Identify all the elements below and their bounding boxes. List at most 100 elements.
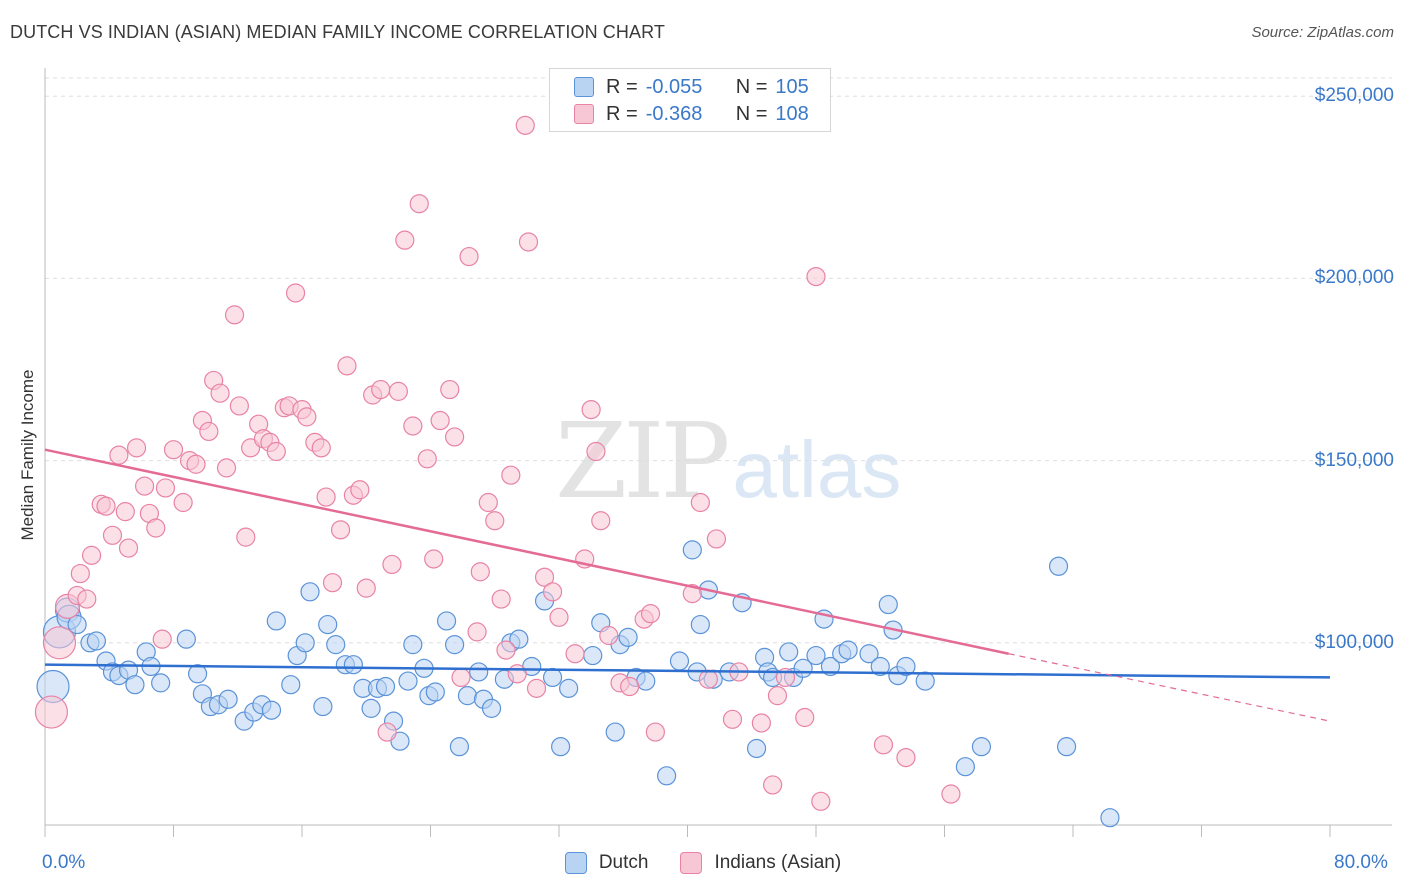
dutch-point-68 [657, 766, 677, 786]
legend-item-indian: Indians (Asian) [680, 852, 841, 874]
dutch-point-38 [375, 676, 396, 697]
dutch-point-25 [266, 611, 286, 631]
y-tick-label-2: $200,000 [1314, 267, 1394, 289]
indian-point-96 [751, 713, 771, 733]
indian-point-91 [690, 492, 710, 513]
dutch-point-95 [915, 671, 935, 691]
indian-point-71 [501, 465, 521, 485]
legend-item-dutch: Dutch [564, 852, 649, 874]
dutch-point-70 [682, 540, 702, 560]
y-tick-label-0: $100,000 [1314, 631, 1394, 653]
indian-point-92 [698, 669, 718, 689]
dutch-point-77 [746, 738, 767, 759]
indian-point-38 [285, 283, 306, 303]
dutch-point-31 [318, 614, 338, 635]
indian-point-42 [311, 438, 331, 458]
series-legend: Dutch Indians (Asian) [0, 852, 1406, 874]
n-value: 108 [775, 102, 809, 125]
indian-point-86 [620, 676, 640, 697]
indian-point-103 [873, 735, 894, 755]
dutch-point-67 [636, 671, 656, 691]
dutch-point-72 [690, 614, 710, 635]
indian-point-19 [163, 440, 184, 460]
indian-point-82 [586, 441, 606, 462]
dutch-point-42 [403, 635, 423, 655]
indian-point-63 [451, 667, 471, 688]
dutch-point-20 [218, 689, 238, 709]
dutch-point-15 [176, 629, 196, 649]
indian-point-88 [640, 604, 661, 624]
dutch-point-97 [971, 737, 992, 757]
indian-point-93 [706, 529, 727, 549]
dutch-point-29 [300, 582, 320, 602]
indian-point-30 [236, 527, 256, 547]
indian-point-84 [599, 625, 619, 646]
dutch-point-24 [261, 700, 282, 720]
legend-label-dutch: Dutch [598, 852, 649, 873]
legend-label-indian: Indians (Asian) [714, 852, 842, 873]
dutch-trend-line [44, 663, 1331, 679]
indian-point-69 [491, 589, 511, 609]
stats-row-dutch: R = -0.055 N = 105 [574, 74, 809, 100]
indian-point-78 [549, 607, 569, 627]
indian-point-67 [478, 492, 498, 513]
dutch-point-59 [551, 737, 571, 757]
indian-point-4 [77, 589, 97, 609]
dutch-point-49 [457, 686, 478, 706]
indian-point-20 [173, 492, 193, 513]
indian-point-100 [795, 707, 815, 728]
n-value: 105 [775, 75, 809, 98]
dutch-point-34 [343, 655, 363, 675]
indian-point-53 [382, 554, 402, 575]
indian-point-77 [542, 582, 563, 602]
dutch-point-14 [151, 673, 171, 693]
dutch-point-46 [436, 611, 457, 631]
dutch-point-60 [559, 678, 579, 698]
dutch-point-86 [820, 656, 841, 677]
y-tick-label-3: $250,000 [1314, 85, 1394, 107]
dutch-point-61 [583, 645, 603, 666]
dutch-point-90 [870, 656, 890, 677]
dutch-point-45 [425, 682, 445, 702]
dutch-point-4 [67, 614, 87, 635]
indian-point-27 [216, 458, 237, 478]
indian-point-102 [811, 791, 831, 811]
y-tick-label-1: $150,000 [1314, 449, 1394, 471]
r-value: -0.055 [645, 75, 703, 98]
stats-row-indian: R = -0.368 N = 108 [574, 101, 809, 127]
dutch-point-28 [295, 633, 315, 653]
indian-point-104 [896, 747, 916, 768]
indian-point-79 [565, 644, 585, 664]
indian-point-83 [591, 511, 611, 531]
indian-point-11 [115, 502, 135, 522]
indian-point-105 [941, 784, 961, 804]
indian-point-44 [322, 573, 343, 593]
indian-point-40 [297, 407, 317, 427]
dutch-point-26 [281, 675, 301, 695]
dutch-point-41 [398, 671, 418, 691]
dutch-point-16 [187, 664, 208, 684]
indian-point-49 [356, 578, 376, 598]
dutch-point-81 [779, 642, 799, 662]
dutch-point-99 [1056, 737, 1077, 757]
indian-point-54 [388, 381, 408, 401]
indian-point-51 [371, 379, 391, 400]
indian-point-46 [337, 356, 357, 376]
r-label: R = [606, 102, 638, 125]
indian-point-68 [485, 511, 505, 531]
indian-point-48 [350, 480, 370, 500]
indian-point-0 [34, 695, 69, 729]
dutch-point-48 [449, 737, 470, 757]
dutch-point-11 [125, 675, 145, 695]
n-label: N = [735, 75, 768, 98]
indian-point-55 [395, 230, 415, 250]
indian-point-1 [42, 626, 77, 660]
indian-point-28 [224, 305, 245, 325]
indian-point-57 [409, 194, 429, 214]
dutch-point-6 [86, 631, 107, 651]
watermark-atlas: atlas [732, 425, 902, 514]
indian-point-56 [403, 416, 423, 436]
indian-point-101 [806, 266, 826, 287]
indian-point-60 [430, 410, 450, 431]
